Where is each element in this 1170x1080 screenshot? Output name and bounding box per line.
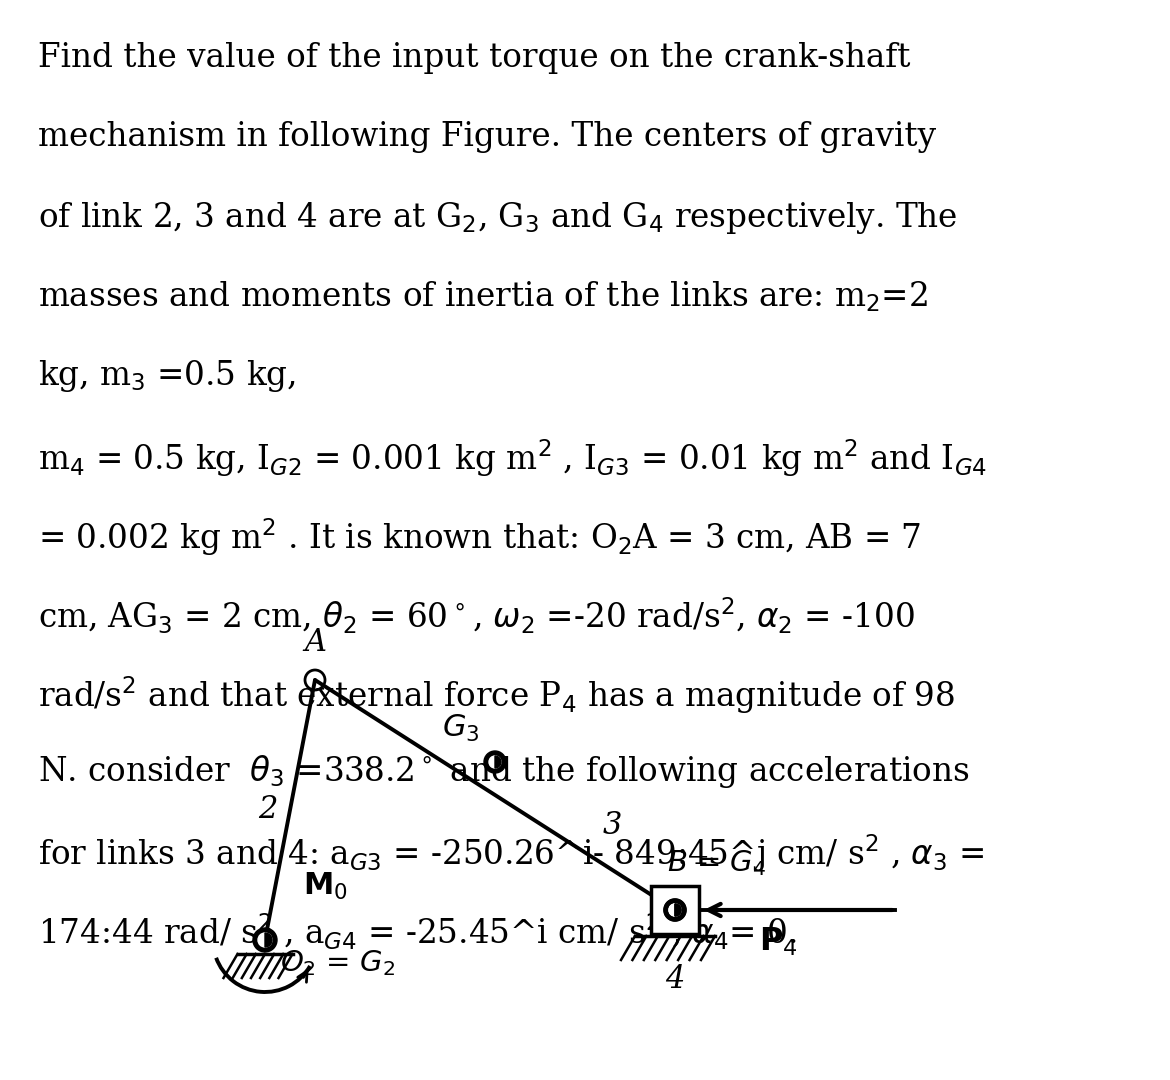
Bar xyxy=(651,886,698,934)
Circle shape xyxy=(259,933,271,947)
Polygon shape xyxy=(675,904,681,916)
Text: 4: 4 xyxy=(666,964,684,995)
Circle shape xyxy=(484,751,505,773)
Text: rad/s$^2$ and that external force P$_4$ has a magnitude of 98: rad/s$^2$ and that external force P$_4$ … xyxy=(37,674,955,716)
Circle shape xyxy=(669,904,681,916)
Text: 2: 2 xyxy=(259,795,277,825)
Text: kg, m$_3$ =0.5 kg,: kg, m$_3$ =0.5 kg, xyxy=(37,357,296,394)
Text: of link 2, 3 and 4 are at G$_2$, G$_3$ and G$_4$ respectively. The: of link 2, 3 and 4 are at G$_2$, G$_3$ a… xyxy=(37,200,957,237)
Circle shape xyxy=(665,899,686,921)
Text: 3: 3 xyxy=(603,810,622,841)
Text: N. consider  $\theta_3$ =338.2$^\circ$ and the following accelerations: N. consider $\theta_3$ =338.2$^\circ$ an… xyxy=(37,753,970,789)
Circle shape xyxy=(669,904,681,916)
Text: $B$ = $G_4$: $B$ = $G_4$ xyxy=(667,848,766,878)
Text: $\mathbf{M}_0$: $\mathbf{M}_0$ xyxy=(303,870,347,902)
Polygon shape xyxy=(264,933,271,947)
Text: m$_4$ = 0.5 kg, I$_{G2}$ = 0.001 kg m$^2$ , I$_{G3}$ = 0.01 kg m$^2$ and I$_{G4}: m$_4$ = 0.5 kg, I$_{G2}$ = 0.001 kg m$^2… xyxy=(37,437,987,478)
Text: masses and moments of inertia of the links are: m$_2$=2: masses and moments of inertia of the lin… xyxy=(37,279,928,313)
Circle shape xyxy=(665,899,686,921)
Text: 174:44 rad/ s$^2$ , a$_{G4}$ = -25.45^i cm/ s$^2$ , $\alpha_4$= 0.: 174:44 rad/ s$^2$ , a$_{G4}$ = -25.45^i … xyxy=(37,912,797,951)
Text: $\mathbf{P}_4$: $\mathbf{P}_4$ xyxy=(759,926,798,958)
Text: $G_3$: $G_3$ xyxy=(442,713,480,744)
Polygon shape xyxy=(675,904,681,916)
Text: mechanism in following Figure. The centers of gravity: mechanism in following Figure. The cente… xyxy=(37,121,936,153)
Circle shape xyxy=(489,756,501,768)
Text: cm, AG$_3$ = 2 cm, $\theta_2$ = 60$^\circ$, $\omega_2$ =-20 rad/s$^2$, $\alpha_2: cm, AG$_3$ = 2 cm, $\theta_2$ = 60$^\cir… xyxy=(37,595,915,635)
Text: = 0.002 kg m$^2$ . It is known that: O$_2$A = 3 cm, AB = 7: = 0.002 kg m$^2$ . It is known that: O$_… xyxy=(37,516,922,557)
Polygon shape xyxy=(495,756,501,768)
Text: Find the value of the input torque on the crank-shaft: Find the value of the input torque on th… xyxy=(37,42,910,75)
Circle shape xyxy=(253,928,277,951)
Text: $O_2$ = $G_2$: $O_2$ = $G_2$ xyxy=(280,948,395,977)
Text: for links 3 and 4: a$_{G3}$ = -250.26^i- 849:45^j cm/ s$^2$ , $\alpha_3$ =: for links 3 and 4: a$_{G3}$ = -250.26^i-… xyxy=(37,832,984,874)
Text: A: A xyxy=(304,627,326,658)
